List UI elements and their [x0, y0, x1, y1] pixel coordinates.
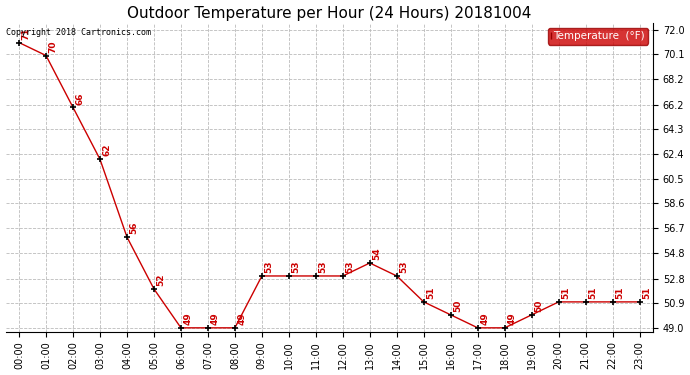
- Legend: Temperature  (°F): Temperature (°F): [548, 28, 648, 45]
- Text: 54: 54: [373, 248, 382, 260]
- Text: 49: 49: [184, 312, 193, 325]
- Text: 53: 53: [400, 261, 408, 273]
- Text: 66: 66: [76, 92, 85, 105]
- Text: 51: 51: [642, 286, 651, 299]
- Text: 51: 51: [589, 286, 598, 299]
- Text: 53: 53: [319, 261, 328, 273]
- Text: 56: 56: [130, 222, 139, 234]
- Text: Copyright 2018 Cartronics.com: Copyright 2018 Cartronics.com: [6, 28, 151, 37]
- Text: 49: 49: [237, 312, 246, 325]
- Text: 50: 50: [535, 300, 544, 312]
- Text: 51: 51: [615, 286, 624, 299]
- Text: 71: 71: [22, 27, 31, 40]
- Text: 53: 53: [346, 261, 355, 273]
- Text: 49: 49: [507, 312, 517, 325]
- Text: 62: 62: [103, 144, 112, 156]
- Text: 50: 50: [453, 300, 462, 312]
- Text: 51: 51: [562, 286, 571, 299]
- Text: 49: 49: [480, 312, 489, 325]
- Text: 49: 49: [210, 312, 219, 325]
- Text: 51: 51: [426, 286, 435, 299]
- Text: 52: 52: [157, 274, 166, 286]
- Text: 53: 53: [265, 261, 274, 273]
- Text: 70: 70: [49, 40, 58, 53]
- Text: 53: 53: [292, 261, 301, 273]
- Title: Outdoor Temperature per Hour (24 Hours) 20181004: Outdoor Temperature per Hour (24 Hours) …: [127, 6, 531, 21]
